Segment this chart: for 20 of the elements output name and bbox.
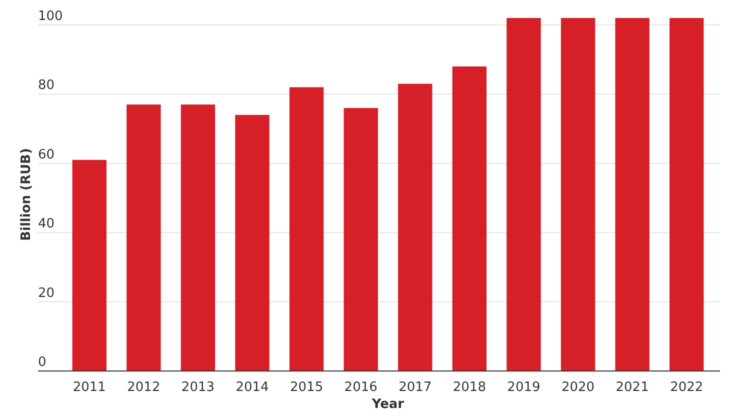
x-tick-label: 2013 <box>181 380 215 395</box>
x-tick-label: 2022 <box>670 380 704 395</box>
x-tick-label: 2012 <box>127 380 160 395</box>
x-tick-label: 2011 <box>72 380 106 395</box>
x-tick-label: 2018 <box>452 380 486 395</box>
x-tick-label: 2016 <box>344 380 378 395</box>
x-tick-label: 2017 <box>398 380 432 395</box>
y-axis-title: Billion (RUB) <box>19 148 34 241</box>
y-tick-label: 40 <box>38 216 55 232</box>
x-tick-label: 2019 <box>507 380 540 395</box>
x-tick-label: 2014 <box>236 380 269 395</box>
y-tick-label: 60 <box>38 147 55 162</box>
x-tick-label: 2021 <box>616 380 649 395</box>
y-tick-label: 100 <box>38 8 63 24</box>
x-axis-title: Year <box>370 397 405 412</box>
x-tick-label: 2015 <box>290 380 324 395</box>
y-tick-label: 80 <box>38 78 55 94</box>
y-tick-label: 20 <box>38 286 55 301</box>
x-tick-label: 2020 <box>561 380 595 395</box>
y-tick-label: 0 <box>38 355 46 370</box>
